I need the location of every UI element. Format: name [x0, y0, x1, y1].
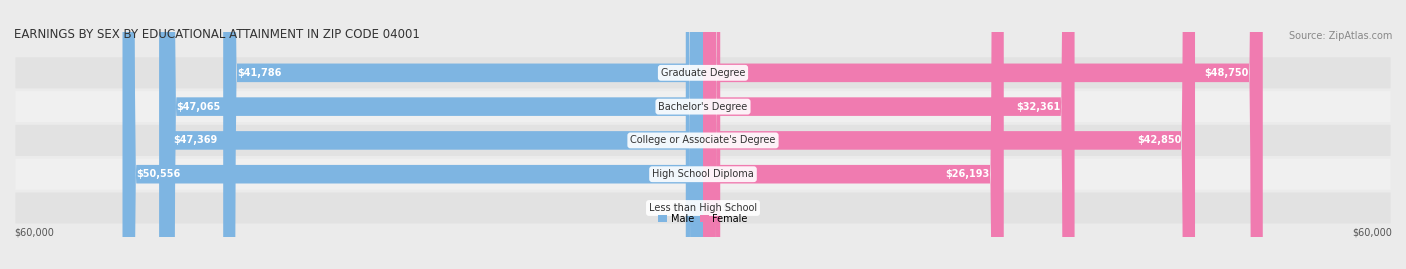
- Text: Source: ZipAtlas.com: Source: ZipAtlas.com: [1288, 31, 1392, 41]
- FancyBboxPatch shape: [15, 125, 1391, 156]
- Text: $0: $0: [723, 203, 735, 213]
- FancyBboxPatch shape: [703, 0, 720, 269]
- FancyBboxPatch shape: [15, 159, 1391, 190]
- Text: Less than High School: Less than High School: [650, 203, 756, 213]
- Text: Graduate Degree: Graduate Degree: [661, 68, 745, 78]
- Text: $50,556: $50,556: [136, 169, 180, 179]
- Text: $42,850: $42,850: [1137, 135, 1181, 146]
- Text: College or Associate's Degree: College or Associate's Degree: [630, 135, 776, 146]
- Text: $48,750: $48,750: [1205, 68, 1249, 78]
- FancyBboxPatch shape: [15, 91, 1391, 122]
- Text: $0: $0: [671, 203, 683, 213]
- Text: $41,786: $41,786: [238, 68, 281, 78]
- Text: $60,000: $60,000: [1353, 228, 1392, 238]
- Text: EARNINGS BY SEX BY EDUCATIONAL ATTAINMENT IN ZIP CODE 04001: EARNINGS BY SEX BY EDUCATIONAL ATTAINMEN…: [14, 28, 420, 41]
- Text: High School Diploma: High School Diploma: [652, 169, 754, 179]
- FancyBboxPatch shape: [224, 0, 703, 269]
- Text: Bachelor's Degree: Bachelor's Degree: [658, 102, 748, 112]
- FancyBboxPatch shape: [163, 0, 703, 269]
- FancyBboxPatch shape: [159, 0, 703, 269]
- Legend: Male, Female: Male, Female: [654, 210, 752, 228]
- Text: $60,000: $60,000: [14, 228, 53, 238]
- FancyBboxPatch shape: [122, 0, 703, 269]
- FancyBboxPatch shape: [15, 57, 1391, 89]
- Text: $47,369: $47,369: [173, 135, 217, 146]
- FancyBboxPatch shape: [703, 0, 1195, 269]
- FancyBboxPatch shape: [686, 0, 703, 269]
- Text: $47,065: $47,065: [176, 102, 221, 112]
- FancyBboxPatch shape: [15, 192, 1391, 224]
- FancyBboxPatch shape: [703, 0, 1004, 269]
- FancyBboxPatch shape: [703, 0, 1263, 269]
- FancyBboxPatch shape: [703, 0, 1074, 269]
- Text: $32,361: $32,361: [1017, 102, 1060, 112]
- Text: $26,193: $26,193: [946, 169, 990, 179]
